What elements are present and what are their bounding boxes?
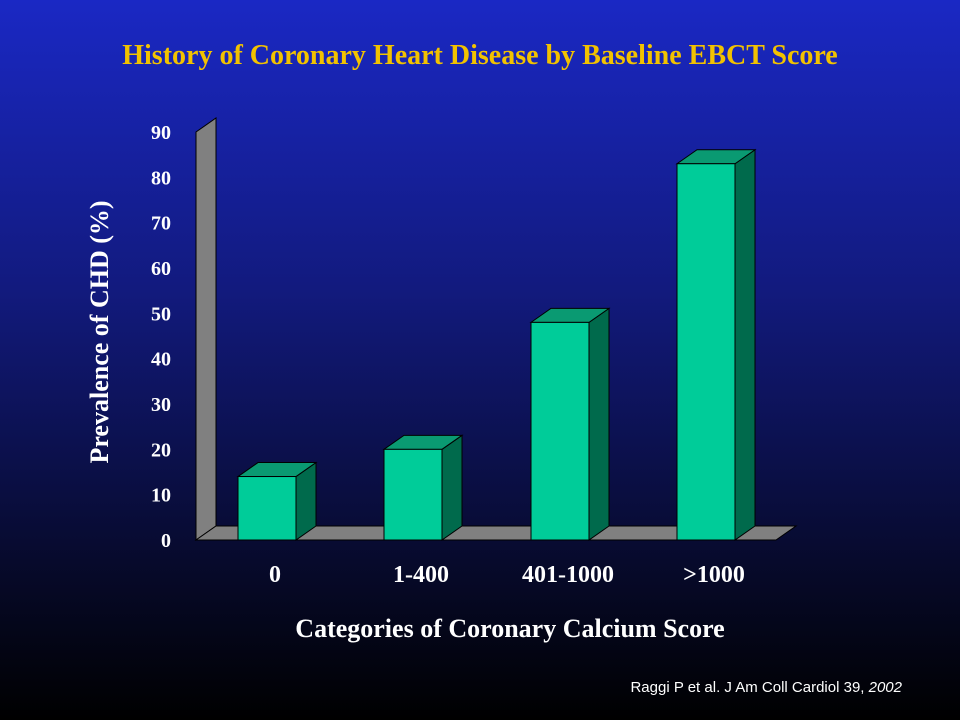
y-tick-label: 40 — [151, 349, 171, 371]
bar-front — [530, 321, 590, 541]
bar-side — [441, 434, 463, 541]
x-tick-label: >1000 — [683, 562, 745, 588]
bar — [382, 434, 464, 541]
bar-side — [734, 148, 756, 541]
x-tick-label: 0 — [269, 562, 281, 588]
bar — [236, 461, 318, 541]
y-tick-label: 50 — [151, 303, 171, 325]
bar — [529, 307, 611, 541]
bar-side — [588, 307, 610, 541]
x-tick-label: 401-1000 — [522, 562, 614, 588]
x-axis-ticks: 0 1-400 401-1000 >1000 — [269, 562, 745, 588]
y-tick-label: 80 — [151, 167, 171, 189]
chart-title: History of Coronary Heart Disease by Bas… — [122, 40, 838, 71]
y-axis-ticks: 0 10 20 30 40 50 60 70 80 90 — [151, 122, 171, 552]
bars — [236, 148, 757, 541]
y-tick-label: 70 — [151, 213, 171, 235]
side-wall — [195, 117, 217, 541]
bar-front — [237, 476, 297, 541]
bar-front — [383, 448, 443, 541]
citation-text: Raggi P et al. J Am Coll Cardiol 39, — [630, 679, 869, 696]
y-tick-label: 0 — [161, 530, 171, 552]
bar — [675, 148, 757, 541]
y-tick-label: 10 — [151, 485, 171, 507]
y-tick-label: 90 — [151, 122, 171, 144]
bar-front — [676, 163, 736, 541]
chart-walls — [194, 117, 798, 541]
y-tick-label: 60 — [151, 258, 171, 280]
y-axis-label: Prevalence of CHD (%) — [85, 200, 114, 463]
citation-year: 2002 — [868, 679, 902, 696]
y-tick-label: 30 — [151, 394, 171, 416]
y-tick-label: 20 — [151, 439, 171, 461]
citation: Raggi P et al. J Am Coll Cardiol 39, 200… — [630, 679, 902, 696]
x-axis-label: Categories of Coronary Calcium Score — [295, 614, 724, 643]
x-tick-label: 1-400 — [393, 562, 449, 588]
